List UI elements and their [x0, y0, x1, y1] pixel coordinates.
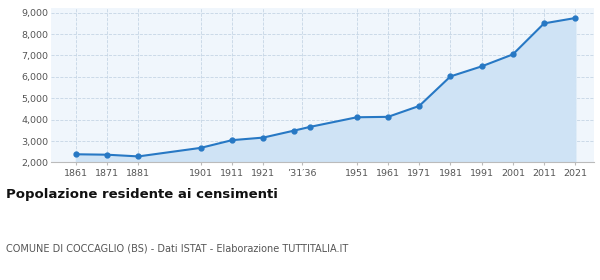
Text: Popolazione residente ai censimenti: Popolazione residente ai censimenti: [6, 188, 278, 200]
Text: COMUNE DI COCCAGLIO (BS) - Dati ISTAT - Elaborazione TUTTITALIA.IT: COMUNE DI COCCAGLIO (BS) - Dati ISTAT - …: [6, 244, 348, 254]
